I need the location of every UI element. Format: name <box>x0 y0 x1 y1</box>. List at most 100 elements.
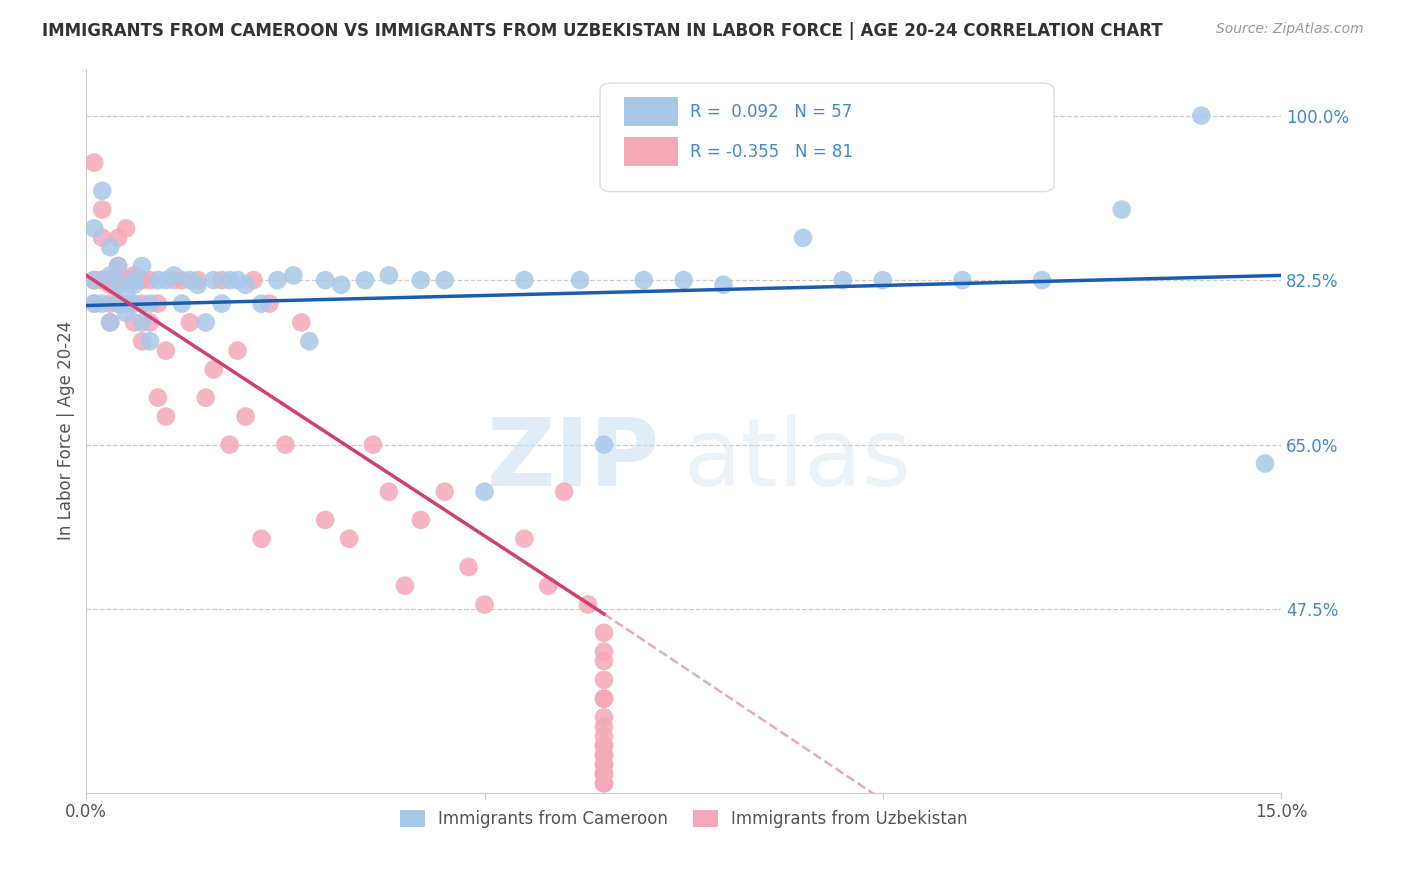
Point <box>1111 202 1133 217</box>
Text: R =  0.092   N = 57: R = 0.092 N = 57 <box>689 103 852 121</box>
Point <box>378 484 401 499</box>
Point <box>83 296 105 310</box>
Point <box>593 720 616 734</box>
Point <box>569 273 592 287</box>
Point <box>211 296 233 310</box>
Point <box>83 296 105 310</box>
Point <box>131 334 153 349</box>
Point <box>409 513 432 527</box>
Point <box>283 268 305 283</box>
Point <box>115 306 138 320</box>
Point <box>139 315 162 329</box>
Point <box>91 184 114 198</box>
Point <box>83 273 105 287</box>
Point <box>633 273 655 287</box>
Point <box>1254 457 1277 471</box>
Text: R = -0.355   N = 81: R = -0.355 N = 81 <box>689 143 852 161</box>
Point <box>98 315 121 329</box>
Point <box>107 231 129 245</box>
Point <box>474 598 496 612</box>
Point <box>250 532 273 546</box>
Point <box>139 296 162 310</box>
Point <box>122 273 145 287</box>
Legend: Immigrants from Cameroon, Immigrants from Uzbekistan: Immigrants from Cameroon, Immigrants fro… <box>392 804 974 835</box>
Point <box>337 532 360 546</box>
Point <box>91 296 114 310</box>
Point <box>98 315 121 329</box>
Point <box>107 296 129 310</box>
Point <box>593 691 616 706</box>
Point <box>98 268 121 283</box>
Point <box>274 438 297 452</box>
Point <box>91 231 114 245</box>
Point <box>115 287 138 301</box>
Point <box>98 240 121 254</box>
Point <box>713 277 735 292</box>
Text: atlas: atlas <box>683 414 912 506</box>
Point <box>226 343 249 358</box>
Point <box>155 273 177 287</box>
Y-axis label: In Labor Force | Age 20-24: In Labor Force | Age 20-24 <box>58 321 75 541</box>
Point <box>91 273 114 287</box>
Point <box>146 273 169 287</box>
Point <box>122 268 145 283</box>
Point <box>378 268 401 283</box>
Point <box>115 273 138 287</box>
Point <box>474 484 496 499</box>
Text: IMMIGRANTS FROM CAMEROON VS IMMIGRANTS FROM UZBEKISTAN IN LABOR FORCE | AGE 20-2: IMMIGRANTS FROM CAMEROON VS IMMIGRANTS F… <box>42 22 1163 40</box>
Point <box>593 710 616 724</box>
Point <box>457 560 479 574</box>
Point <box>187 277 209 292</box>
Point <box>593 625 616 640</box>
Point <box>115 221 138 235</box>
Point <box>187 273 209 287</box>
Point <box>553 484 575 499</box>
Point <box>513 273 536 287</box>
Point <box>242 273 264 287</box>
Point <box>593 691 616 706</box>
Point <box>211 273 233 287</box>
Point <box>593 776 616 790</box>
Point <box>593 757 616 772</box>
Point <box>593 654 616 668</box>
Point <box>513 532 536 546</box>
Point <box>163 268 186 283</box>
Point <box>179 315 201 329</box>
Point <box>115 273 138 287</box>
Point <box>83 155 105 169</box>
Point <box>170 296 193 310</box>
Point <box>330 277 353 292</box>
Point <box>155 409 177 424</box>
FancyBboxPatch shape <box>624 97 678 127</box>
Point <box>1189 109 1212 123</box>
Point <box>394 579 416 593</box>
FancyBboxPatch shape <box>624 137 678 166</box>
Point <box>226 273 249 287</box>
Point <box>1031 273 1053 287</box>
Point <box>593 739 616 753</box>
Point <box>131 315 153 329</box>
Point <box>163 273 186 287</box>
Point <box>235 409 257 424</box>
Point <box>131 296 153 310</box>
Point <box>122 273 145 287</box>
FancyBboxPatch shape <box>600 83 1054 192</box>
Point <box>792 231 814 245</box>
Point <box>122 296 145 310</box>
Point <box>314 513 336 527</box>
Point <box>576 598 599 612</box>
Point <box>107 296 129 310</box>
Point <box>83 221 105 235</box>
Point <box>107 259 129 273</box>
Text: Source: ZipAtlas.com: Source: ZipAtlas.com <box>1216 22 1364 37</box>
Point <box>139 273 162 287</box>
Point <box>83 273 105 287</box>
Point <box>290 315 312 329</box>
Point <box>593 757 616 772</box>
Point <box>314 273 336 287</box>
Point <box>593 767 616 781</box>
Text: ZIP: ZIP <box>486 414 659 506</box>
Point <box>131 259 153 273</box>
Point <box>91 202 114 217</box>
Point <box>593 739 616 753</box>
